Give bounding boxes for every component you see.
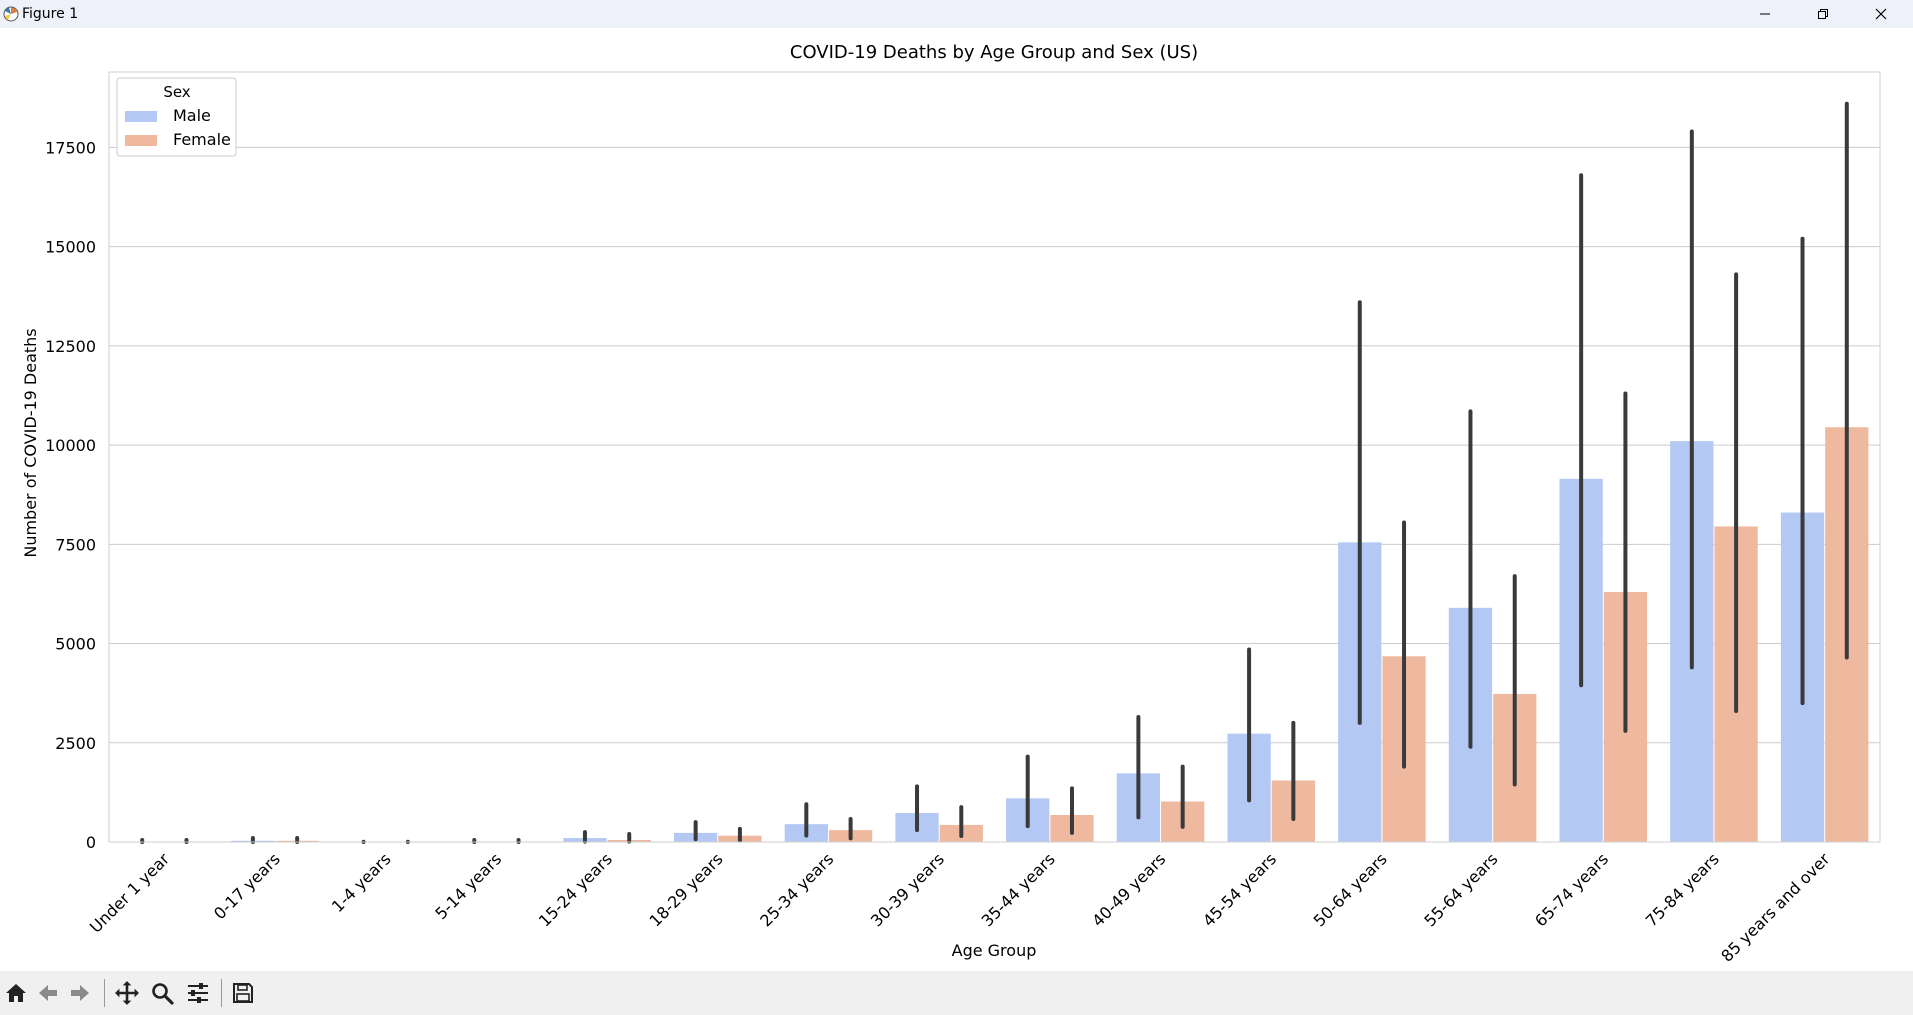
axes-frame — [108, 71, 1881, 843]
error-bars — [140, 101, 1849, 844]
back-arrow-icon — [39, 985, 57, 1001]
zoom-button[interactable] — [148, 979, 176, 1007]
x-tick-label: 1-4 years — [328, 849, 395, 916]
x-tick-label: 25-34 years — [756, 849, 837, 930]
y-axis-label: Number of COVID-19 Deaths — [21, 328, 40, 557]
bars — [120, 427, 1869, 842]
matplotlib-logo-icon — [3, 6, 19, 22]
toolbar-separator — [221, 979, 222, 1007]
configure-subplots-icon — [188, 983, 208, 1003]
legend-swatch-female — [125, 135, 157, 146]
x-tick-label: 55-64 years — [1420, 849, 1501, 930]
x-tick-label: 45-54 years — [1199, 849, 1280, 930]
x-tick-label: 5-14 years — [431, 849, 505, 923]
y-tick-label: 5000 — [55, 635, 96, 654]
x-tick-label: 75-84 years — [1642, 849, 1723, 930]
close-button[interactable] — [1858, 0, 1904, 28]
close-icon — [1875, 8, 1887, 20]
x-tick-label: 18-29 years — [646, 849, 727, 930]
restore-icon — [1818, 9, 1828, 19]
legend-label-male: Male — [173, 106, 211, 125]
pan-button[interactable] — [113, 979, 141, 1007]
save-button[interactable] — [229, 979, 257, 1007]
home-button[interactable] — [2, 979, 30, 1007]
minimize-button[interactable] — [1742, 0, 1788, 28]
y-tick-label: 17500 — [45, 138, 96, 157]
toolbar-separator — [104, 979, 105, 1007]
navigation-toolbar — [0, 971, 1913, 1015]
legend-title: Sex — [163, 83, 190, 101]
legend-label-female: Female — [173, 130, 231, 149]
x-tick-label: 65-74 years — [1531, 849, 1612, 930]
x-tick-label: 15-24 years — [535, 849, 616, 930]
forward-arrow-icon — [71, 985, 89, 1001]
restore-button[interactable] — [1800, 0, 1846, 28]
x-tick-label: 85 years and over — [1717, 849, 1834, 966]
configure-subplots-button[interactable] — [184, 979, 212, 1007]
window-titlebar: Figure 1 — [0, 0, 1913, 28]
legend: Sex Male Female — [116, 77, 237, 157]
x-tick-label: 50-64 years — [1310, 849, 1391, 930]
y-tick-label: 12500 — [45, 337, 96, 356]
legend-swatch-male — [125, 111, 157, 122]
y-tick-label: 2500 — [55, 734, 96, 753]
y-tick-label: 0 — [86, 833, 96, 852]
x-axis-label: Age Group — [952, 941, 1037, 960]
x-tick-label: Under 1 year — [86, 849, 174, 937]
save-icon — [233, 983, 253, 1003]
x-tick-label: 40-49 years — [1088, 849, 1169, 930]
x-tick-label: 35-44 years — [978, 849, 1059, 930]
y-axis-ticks: 0 2500 5000 7500 10000 12500 15000 17500 — [45, 138, 96, 852]
home-icon — [6, 984, 26, 1002]
pan-icon — [115, 981, 139, 1005]
minimize-icon — [1760, 13, 1770, 15]
y-tick-label: 15000 — [45, 238, 96, 257]
back-button[interactable] — [34, 979, 62, 1007]
x-tick-label: 30-39 years — [867, 849, 948, 930]
chart-title: COVID-19 Deaths by Age Group and Sex (US… — [790, 42, 1198, 63]
forward-button[interactable] — [66, 979, 94, 1007]
y-tick-label: 7500 — [55, 535, 96, 554]
window-title: Figure 1 — [22, 6, 79, 22]
y-tick-label: 10000 — [45, 436, 96, 455]
x-tick-label: 0-17 years — [210, 849, 284, 923]
zoom-icon — [152, 983, 174, 1005]
figure-canvas: COVID-19 Deaths by Age Group and Sex (US… — [21, 42, 1881, 966]
